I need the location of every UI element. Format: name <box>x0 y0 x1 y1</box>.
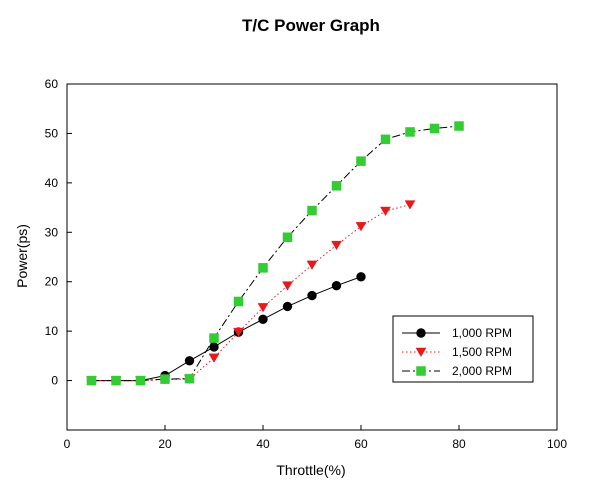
y-tick-label: 60 <box>45 77 59 91</box>
series-layer <box>86 121 464 386</box>
y-tick-label: 40 <box>45 176 59 190</box>
data-point <box>209 342 219 352</box>
data-point <box>404 200 416 210</box>
data-point <box>209 333 219 343</box>
data-point <box>307 205 317 216</box>
legend-entry-label: 1,500 RPM <box>452 345 512 359</box>
x-tick-label: 40 <box>256 437 270 451</box>
series-line <box>91 125 460 382</box>
y-tick-label: 30 <box>45 225 59 239</box>
data-point <box>184 373 195 384</box>
legend-marker <box>416 366 426 376</box>
legend: 1,000 RPM 1,500 RPM 2,000 RPM <box>392 315 534 383</box>
data-point <box>111 375 121 386</box>
data-point <box>184 356 195 366</box>
series-line <box>91 204 411 382</box>
data-point <box>380 134 391 145</box>
data-point <box>429 123 440 134</box>
data-point <box>135 375 146 386</box>
data-point <box>257 303 269 313</box>
legend-entry-label: 1,000 RPM <box>452 326 512 340</box>
data-point <box>331 280 342 291</box>
x-tick-label: 100 <box>547 437 567 451</box>
series-line <box>91 276 362 382</box>
data-point <box>331 240 342 251</box>
data-point <box>233 327 244 338</box>
x-tick-label: 60 <box>354 437 368 451</box>
series-3 <box>86 121 464 386</box>
data-point <box>454 121 464 131</box>
x-tick-label: 80 <box>452 437 466 451</box>
data-point <box>258 263 268 273</box>
data-point <box>282 232 293 242</box>
series-2 <box>86 200 416 386</box>
y-tick-label: 0 <box>51 374 58 388</box>
data-point <box>282 281 293 291</box>
data-point <box>380 206 391 217</box>
axis-ticks: 0 20 40 60 80 100 0 10 20 30 40 50 60 <box>45 77 568 451</box>
y-tick-label: 50 <box>45 126 59 140</box>
y-axis-label: Power(ps) <box>14 224 30 288</box>
data-point <box>282 301 293 312</box>
x-tick-label: 0 <box>64 437 71 451</box>
data-point <box>356 156 366 166</box>
data-point <box>86 375 97 386</box>
data-point <box>233 296 244 307</box>
y-tick-label: 10 <box>45 324 59 338</box>
plot-area-frame <box>66 83 558 431</box>
data-point <box>405 127 415 137</box>
data-point <box>307 290 317 301</box>
data-point <box>306 260 318 270</box>
data-point <box>356 272 366 282</box>
data-point <box>160 374 170 384</box>
legend-marker <box>415 347 427 357</box>
legend-marker <box>416 328 426 338</box>
data-point <box>355 222 367 232</box>
x-axis-label: Throttle(%) <box>276 462 345 478</box>
series-1 <box>86 272 366 386</box>
data-point <box>258 314 268 324</box>
chart-title: T/C Power Graph <box>242 16 380 35</box>
data-point <box>208 353 220 363</box>
y-tick-label: 20 <box>45 275 59 289</box>
data-point <box>331 181 342 191</box>
x-tick-label: 20 <box>158 437 172 451</box>
legend-entry-label: 2,000 RPM <box>452 364 512 378</box>
